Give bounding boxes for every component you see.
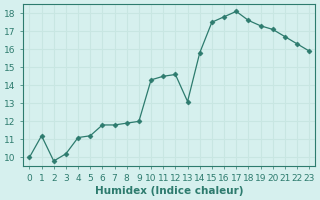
- X-axis label: Humidex (Indice chaleur): Humidex (Indice chaleur): [95, 186, 244, 196]
